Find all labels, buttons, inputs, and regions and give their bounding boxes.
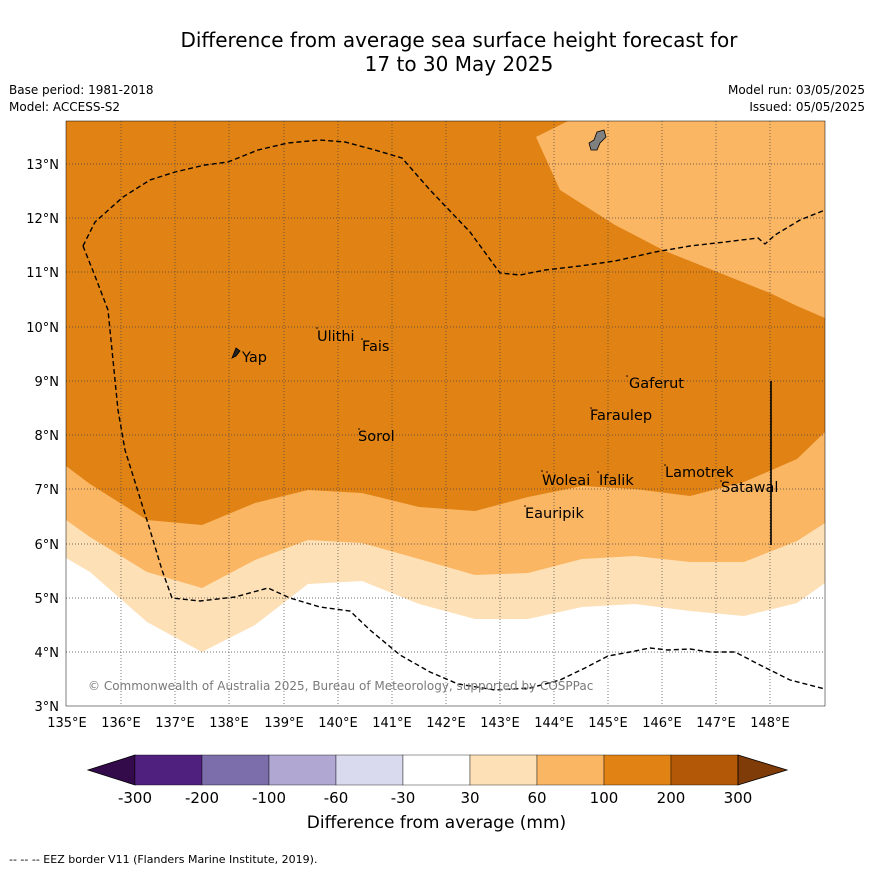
issued-date: Issued: 05/05/2025 [749,100,865,114]
band-60-100-northeast [536,121,825,318]
lon-tick-146: 146°E [642,716,682,731]
lon-tick-135: 135°E [47,716,87,731]
lat-tick-12: 12°N [26,212,59,227]
lon-tick-143: 143°E [480,716,520,731]
yap-island-icon [231,347,241,359]
base-period: Base period: 1981-2018 [9,83,154,97]
place-label-ulithi: Ulithi [317,329,355,345]
title-line-1: Difference from average sea surface heig… [180,28,738,52]
lat-tick-8: 8°N [35,429,60,444]
title-line-2: 17 to 30 May 2025 [364,52,554,76]
contour-fields: Yap Ulithi Fais Gaferut Faraulep Sorol W… [66,121,825,706]
colorbar-swatch [201,754,270,786]
lat-tick-4: 4°N [35,646,60,661]
colorbar-tick-label: -200 [185,789,219,807]
meta-right: Model run: 03/05/2025 Issued: 05/05/2025 [728,82,865,116]
lat-tick-10: 10°N [26,321,59,336]
colorbar-tick-label: 200 [657,789,686,807]
lon-tick-148: 148°E [750,716,790,731]
colorbar-swatch [670,754,739,786]
grid-lines [66,121,825,706]
lon-tick-141: 141°E [372,716,412,731]
colorbar-swatch [335,754,404,786]
meta-left: Base period: 1981-2018 Model: ACCESS-S2 [9,82,154,116]
lon-tick-140: 140°E [318,716,358,731]
colorbar-swatch [134,754,203,786]
colorbar-tick-label: -30 [391,789,416,807]
lon-tick-142: 142°E [426,716,466,731]
atoll-marks [316,327,722,507]
colorbar-tick-label: -300 [118,789,152,807]
lon-tick-138: 138°E [209,716,249,731]
eez-border-palau [82,245,825,691]
footer-note: -- -- -- EEZ border V11 (Flanders Marine… [9,853,318,866]
place-label-lamotrek: Lamotrek [665,465,734,481]
colorbar-swatch [469,754,538,786]
place-label-sorol: Sorol [358,429,395,445]
eez-border-fsm [82,139,825,276]
colorbar-swatch [536,754,605,786]
colorbar-swatch [268,754,337,786]
lat-tick-6: 6°N [35,538,60,553]
lon-tick-139: 139°E [264,716,304,731]
page-title: Difference from average sea surface heig… [0,28,873,76]
place-label-woleai: Woleai [542,473,590,489]
colorbar [86,754,789,786]
colorbar-tick-label: -100 [252,789,286,807]
colorbar-tick-label: 60 [527,789,546,807]
place-label-faraulep: Faraulep [590,408,652,424]
lat-tick-13: 13°N [26,158,59,173]
colorbar-tick-label: 100 [590,789,619,807]
model-name: Model: ACCESS-S2 [9,100,121,114]
lon-tick-144: 144°E [534,716,574,731]
lon-tick-145: 145°E [588,716,628,731]
colorbar-swatch [603,754,672,786]
lat-tick-5: 5°N [35,592,60,607]
map-frame [65,120,826,707]
place-label-ifalik: Ifalik [599,473,634,489]
place-label-satawal: Satawal [721,480,778,496]
colorbar-extend-high [737,754,789,786]
place-label-yap: Yap [241,350,267,366]
colorbar-swatch [402,754,471,786]
lat-tick-7: 7°N [35,483,60,498]
copyright-notice: © Commonwealth of Australia 2025, Bureau… [88,679,593,693]
colorbar-tick-label: 300 [724,789,753,807]
place-label-fais: Fais [362,339,389,355]
colorbar-tick-label: -60 [324,789,349,807]
lon-tick-137: 137°E [155,716,195,731]
lat-tick-9: 9°N [35,375,60,390]
place-label-eauripik: Eauripik [525,506,584,522]
lon-tick-136: 136°E [101,716,141,731]
model-run: Model run: 03/05/2025 [727,83,865,97]
colorbar-tick-label: 30 [460,789,479,807]
place-label-gaferut: Gaferut [629,376,684,392]
colorbar-extend-low [86,754,136,786]
colorbar-label: Difference from average (mm) [306,813,567,833]
lon-tick-147: 147°E [696,716,736,731]
lat-tick-11: 11°N [26,266,59,281]
colorbar-ticks: -300 -200 -100 -60 -30 30 60 100 200 300 [118,789,752,807]
lat-tick-3: 3°N [35,700,60,715]
guam-island-icon [588,129,607,151]
